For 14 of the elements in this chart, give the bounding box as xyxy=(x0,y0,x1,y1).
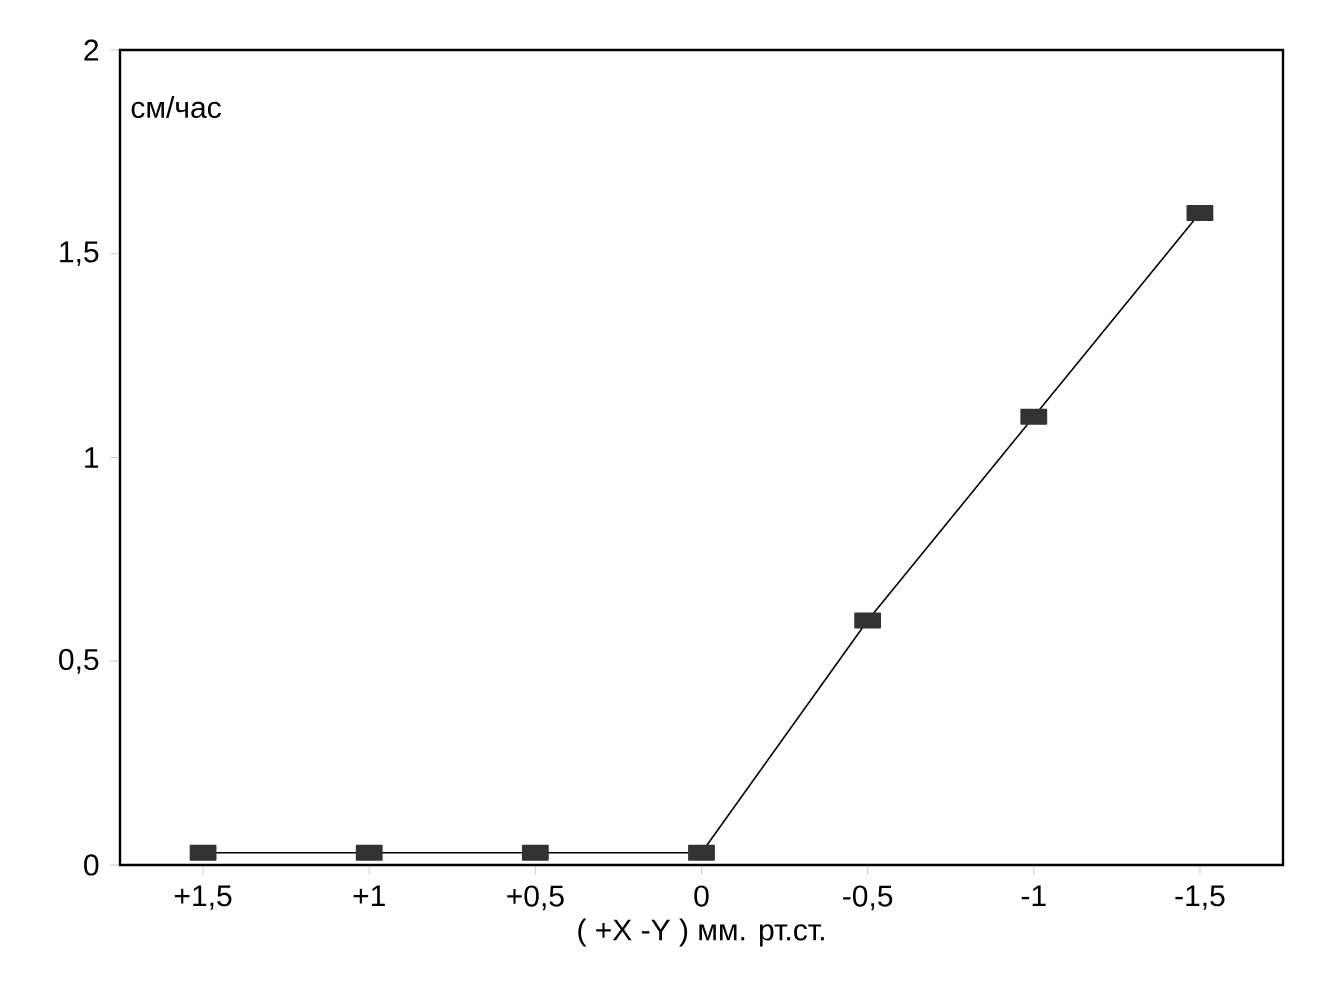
y-axis-title: см/час xyxy=(131,96,221,119)
y-tick-label: 1 xyxy=(85,447,99,468)
x-tick-label: 0 xyxy=(694,885,709,907)
x-tick-label: -1 xyxy=(1021,885,1046,907)
x-tick-label: -0,5 xyxy=(843,885,893,911)
y-tick-label: 0 xyxy=(84,854,99,876)
x-tick-label: +0,5 xyxy=(507,885,564,911)
x-tick-label: -1,5 xyxy=(1175,885,1225,910)
x-tick-label: +1,5 xyxy=(174,885,232,910)
y-tick-label: 1,5 xyxy=(60,241,99,266)
x-tick-label: +1 xyxy=(353,885,385,907)
x-axis-title: ( +X -Y ) мм. рт.ст. xyxy=(578,918,824,947)
y-tick-label: 2 xyxy=(84,39,99,61)
y-tick-label: 0,5 xyxy=(59,648,99,674)
